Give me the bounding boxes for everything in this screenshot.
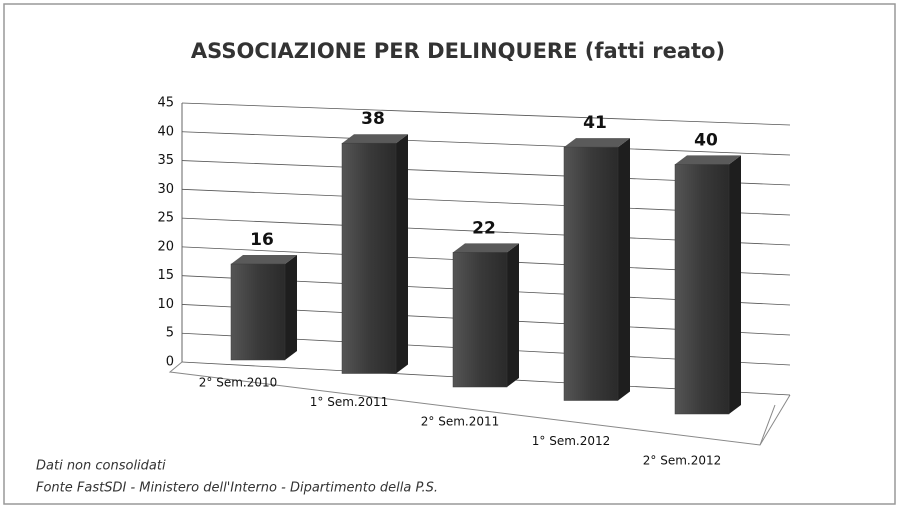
- bar-top: [453, 243, 519, 253]
- floor: [168, 361, 791, 446]
- x-tick-label: 2° Sem.2012: [643, 454, 722, 468]
- y-tick-label: 15: [157, 268, 174, 283]
- value-label: 41: [583, 113, 607, 133]
- x-tick-label: 2° Sem.2011: [421, 415, 500, 429]
- y-tick-label: 30: [157, 182, 174, 197]
- bar: [674, 164, 730, 415]
- bar-side: [729, 155, 741, 414]
- bar-side: [507, 243, 519, 387]
- axis-line: [759, 404, 776, 446]
- bar-top: [231, 255, 297, 264]
- note: Dati non consolidati: [36, 459, 166, 474]
- grid-line: [181, 131, 791, 156]
- frame: [3, 3, 896, 505]
- note: Fonte FastSDI - Ministero dell'Interno -…: [36, 481, 438, 496]
- value-label: 22: [472, 218, 496, 238]
- value-label: 40: [694, 130, 718, 150]
- y-tick-label: 25: [157, 211, 174, 226]
- bar-top: [564, 138, 630, 148]
- x-tick-label: 1° Sem.2012: [532, 434, 611, 448]
- grid-line: [181, 102, 791, 126]
- value-label: 38: [361, 109, 385, 129]
- y-tick-label: 40: [157, 124, 174, 139]
- y-tick-label: 0: [166, 355, 174, 370]
- bar-side: [285, 255, 297, 360]
- y-tick-label: 10: [157, 297, 174, 312]
- bar-side: [618, 138, 630, 401]
- chart-title: ASSOCIAZIONE PER DELINQUERE (fatti reato…: [191, 39, 725, 63]
- y-tick-label: 45: [157, 96, 174, 111]
- x-tick-label: 2° Sem.2010: [199, 376, 278, 390]
- bar: [341, 142, 397, 374]
- bar-top: [675, 155, 741, 165]
- bar: [452, 252, 508, 388]
- bar-side: [396, 134, 408, 374]
- y-tick-label: 5: [166, 326, 174, 341]
- value-label: 16: [250, 230, 274, 250]
- y-tick-label: 20: [157, 239, 174, 254]
- y-tick-label: 35: [157, 153, 174, 168]
- bar: [230, 263, 286, 361]
- x-tick-label: 1° Sem.2011: [310, 395, 389, 409]
- bar: [563, 146, 619, 401]
- bar-top: [342, 134, 408, 144]
